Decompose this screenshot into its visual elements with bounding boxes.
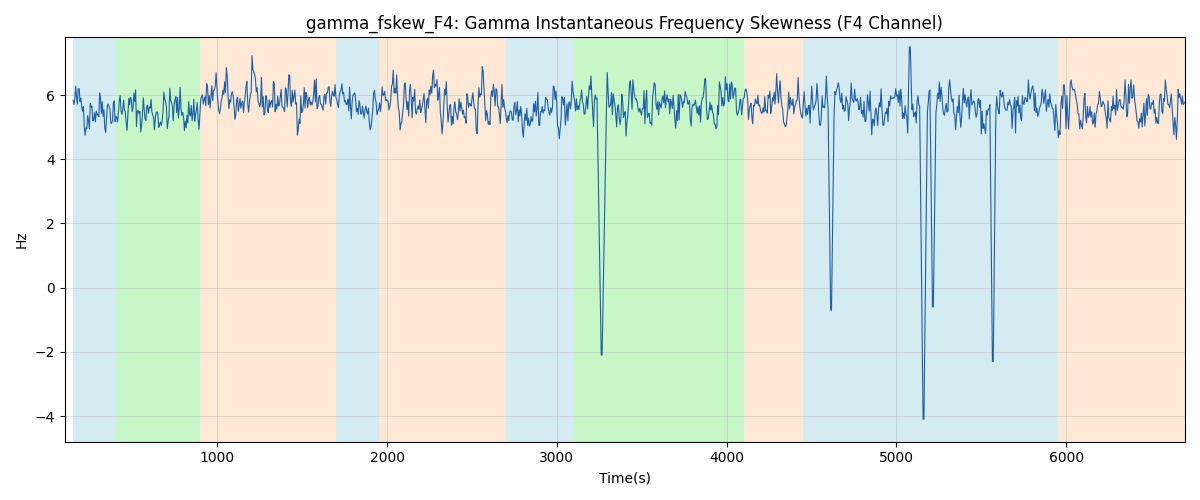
- Bar: [1057, 38, 1186, 442]
- Bar: [115, 38, 200, 442]
- Bar: [506, 38, 574, 442]
- Title: gamma_fskew_F4: Gamma Instantaneous Frequency Skewness (F4 Channel): gamma_fskew_F4: Gamma Instantaneous Freq…: [306, 15, 943, 34]
- Bar: [336, 38, 379, 442]
- Bar: [200, 38, 336, 442]
- Bar: [803, 38, 1057, 442]
- Bar: [73, 38, 115, 442]
- Bar: [744, 38, 803, 442]
- X-axis label: Time(s): Time(s): [599, 471, 650, 485]
- Bar: [379, 38, 506, 442]
- Y-axis label: Hz: Hz: [14, 230, 29, 248]
- Bar: [574, 38, 744, 442]
